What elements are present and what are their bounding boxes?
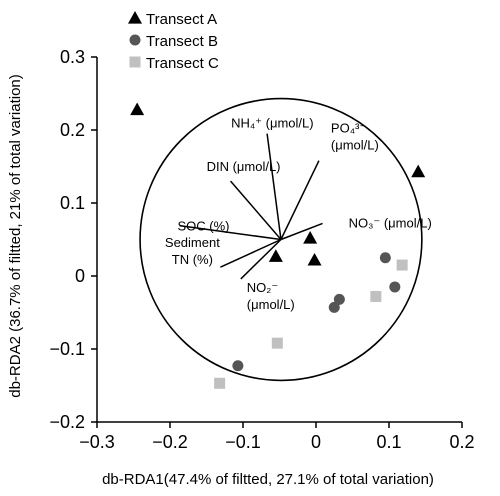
y-tick-label: 0.2 xyxy=(60,120,85,140)
vector-line xyxy=(266,133,282,240)
transect-a-point xyxy=(411,164,426,178)
vector-line xyxy=(220,238,282,268)
vector-label: NO₃⁻ (μmol/L) xyxy=(349,215,432,230)
vector-label: NO₂⁻ (μmol/L) xyxy=(247,280,295,312)
correlation-circle xyxy=(139,97,423,382)
transect-b-point xyxy=(333,293,345,305)
transect-c-point xyxy=(214,377,226,389)
vector-label: Sediment TN (%) xyxy=(165,235,220,267)
legend-marker-triangle xyxy=(128,11,142,24)
x-axis-title: db-RDA1(47.4% of filtted, 27.1% of total… xyxy=(102,471,434,488)
y-axis-title: db-RDA2 (36.7% of filtted, 21% of total … xyxy=(7,74,24,398)
x-tick-label: −0.1 xyxy=(225,432,261,452)
vector-label: NH₄⁺ (μmol/L) xyxy=(231,116,314,131)
legend-label: Transect C xyxy=(146,55,219,72)
transect-a-point xyxy=(303,231,318,244)
vector-label: DIN (μmol/L) xyxy=(207,159,281,174)
transect-c-point xyxy=(396,259,408,271)
y-tick-label: −0.1 xyxy=(49,339,85,359)
transect-b-point xyxy=(328,301,340,313)
environmental-vectors: NH₄⁺ (μmol/L) PO₄³⁻ (μmol/L) DIN (μmol/L) SO… xyxy=(165,116,432,312)
correlation-circle-outline xyxy=(139,97,423,382)
vector-line xyxy=(280,222,323,241)
transect-a-point xyxy=(307,252,322,266)
legend: Transect A Transect B Transect C xyxy=(128,11,219,72)
y-tick-label: −0.2 xyxy=(49,412,85,432)
vector-line xyxy=(179,224,282,241)
y-tick-label: 0.1 xyxy=(60,193,85,213)
transect-a-point xyxy=(130,102,145,116)
x-tick-label: −0.2 xyxy=(152,432,188,452)
x-tick-label: 0.2 xyxy=(449,432,474,452)
sample-points xyxy=(130,102,426,389)
y-tick-label: 0.3 xyxy=(60,47,85,67)
vector-line xyxy=(230,180,282,240)
x-tick-label: 0.1 xyxy=(376,432,401,452)
transect-b-point xyxy=(389,281,401,293)
legend-marker-square xyxy=(129,56,141,68)
vector-line xyxy=(240,238,282,280)
axes: −0.3 −0.2 −0.1 0 0.1 0.2−0.2−0.100.10.20.3db-… xyxy=(7,47,475,488)
vector-label: PO₄³⁻ (μmol/L) xyxy=(331,121,379,153)
vector-label: SOC (%) xyxy=(177,219,229,234)
legend-label: Transect B xyxy=(146,33,218,50)
y-tick-label: 0 xyxy=(75,266,85,286)
x-tick-label: −0.3 xyxy=(79,432,115,452)
x-tick-label: 0 xyxy=(311,432,321,452)
transect-b-point xyxy=(379,252,391,264)
legend-marker-circle xyxy=(129,34,141,46)
transect-b-point xyxy=(232,360,244,372)
legend-label: Transect A xyxy=(146,11,217,28)
transect-c-point xyxy=(370,290,382,302)
vector-line xyxy=(280,160,320,240)
transect-c-point xyxy=(271,337,283,349)
transect-a-point xyxy=(268,249,283,262)
